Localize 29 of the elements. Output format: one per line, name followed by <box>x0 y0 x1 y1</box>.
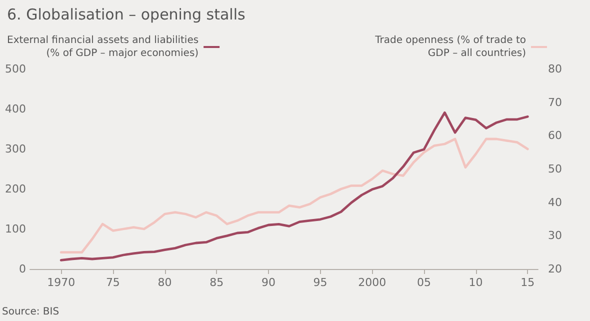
line-series <box>60 138 529 254</box>
x-tick-label: 75 <box>106 276 120 289</box>
x-tick-label: 85 <box>210 276 224 289</box>
x-tick-label: 2000 <box>358 276 386 289</box>
source-note: Source: BIS <box>2 306 60 318</box>
x-tick-label: 95 <box>313 276 328 289</box>
x-tick-label: 1970 <box>47 276 76 289</box>
y2-tick-label: 60 <box>548 129 562 142</box>
y-tick-label: 200 <box>5 182 26 196</box>
y-tick-label: 100 <box>5 222 26 236</box>
x-tick-label: 15 <box>520 276 535 289</box>
y2-tick-label: 50 <box>548 162 562 176</box>
y2-tick-label: 20 <box>548 262 562 276</box>
x-tick-label: 90 <box>261 276 276 289</box>
line-series <box>60 111 529 262</box>
chart-title: 6. Globalisation – opening stalls <box>7 6 246 24</box>
y-tick-label: 500 <box>5 62 26 76</box>
y-tick-label: 0 <box>19 262 26 276</box>
legend-label: External financial assets and liabilities (% of GDP – major economies) <box>7 35 199 59</box>
y2-tick-label: 70 <box>548 96 562 109</box>
y-tick-label: 300 <box>5 142 26 156</box>
y2-tick-label: 40 <box>548 196 562 209</box>
y2-tick-label: 80 <box>548 62 562 76</box>
x-tick-label: 05 <box>416 276 431 289</box>
y2-tick-label: 30 <box>548 229 562 242</box>
x-tick-label: 10 <box>468 276 483 289</box>
legend-label: Trade openness (% of trade to GDP – all countries) <box>374 35 526 59</box>
x-tick-label: 80 <box>158 276 172 289</box>
y-tick-label: 400 <box>5 102 26 116</box>
